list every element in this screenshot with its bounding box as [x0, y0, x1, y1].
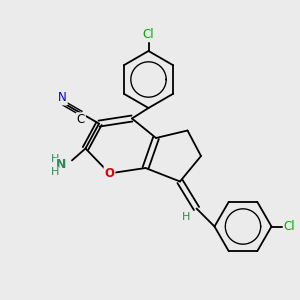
Text: N: N: [56, 158, 66, 171]
Text: N: N: [58, 92, 67, 104]
Text: Cl: Cl: [284, 220, 295, 233]
Text: H: H: [50, 167, 59, 177]
Text: H: H: [50, 154, 59, 164]
Text: H: H: [182, 212, 190, 223]
Text: Cl: Cl: [143, 28, 154, 41]
Text: C: C: [77, 113, 85, 126]
Text: O: O: [104, 167, 115, 180]
